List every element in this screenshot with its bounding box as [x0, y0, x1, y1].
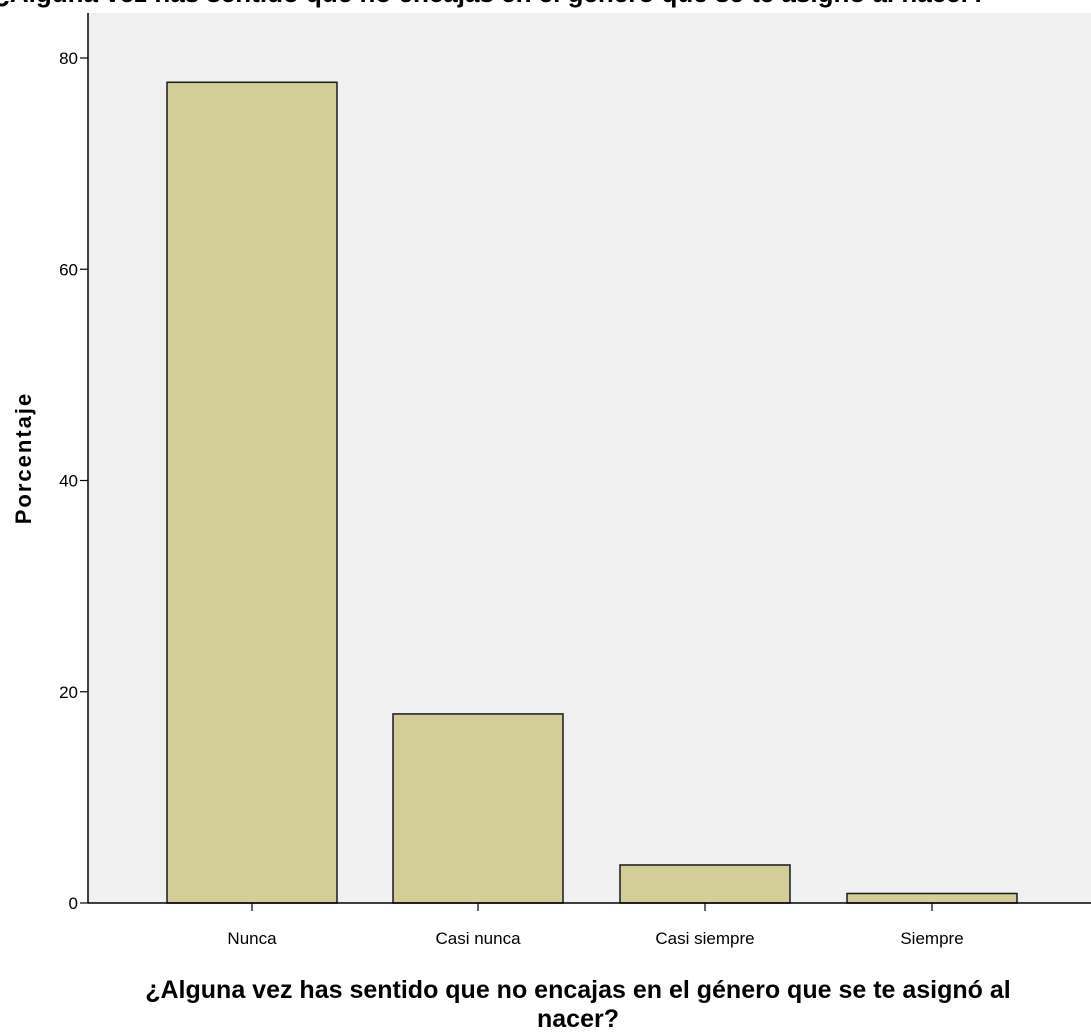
- x-tick-label: Casi nunca: [435, 929, 521, 948]
- bar-casi-nunca: [392, 713, 564, 904]
- bar-casi-siempre: [619, 864, 791, 904]
- chart-title-cropped: ¿Alguna vez has sentido que no encajas e…: [0, 0, 987, 8]
- x-tick-label: Siempre: [900, 929, 963, 948]
- y-tick-label: 20: [59, 683, 78, 702]
- x-axis-labels: Nunca Casi nunca Casi siempre Siempre: [227, 903, 964, 948]
- y-tick-label: 0: [69, 894, 78, 913]
- y-tick-label: 40: [59, 472, 78, 491]
- x-axis-title-line-1: ¿Alguna vez has sentido que no encajas e…: [145, 976, 1011, 1004]
- bar-nunca: [166, 81, 338, 904]
- y-axis-ticks: 0 20 40 60 80: [59, 49, 88, 913]
- x-tick-label: Nunca: [227, 929, 277, 948]
- x-axis-title-line-2: nacer?: [537, 1005, 619, 1033]
- bar-siempre: [846, 892, 1018, 904]
- bars: [166, 81, 1018, 904]
- y-tick-label: 60: [59, 260, 78, 279]
- y-tick-label: 80: [59, 49, 78, 68]
- y-axis-title: Porcentaje: [11, 392, 36, 525]
- x-tick-label: Casi siempre: [655, 929, 754, 948]
